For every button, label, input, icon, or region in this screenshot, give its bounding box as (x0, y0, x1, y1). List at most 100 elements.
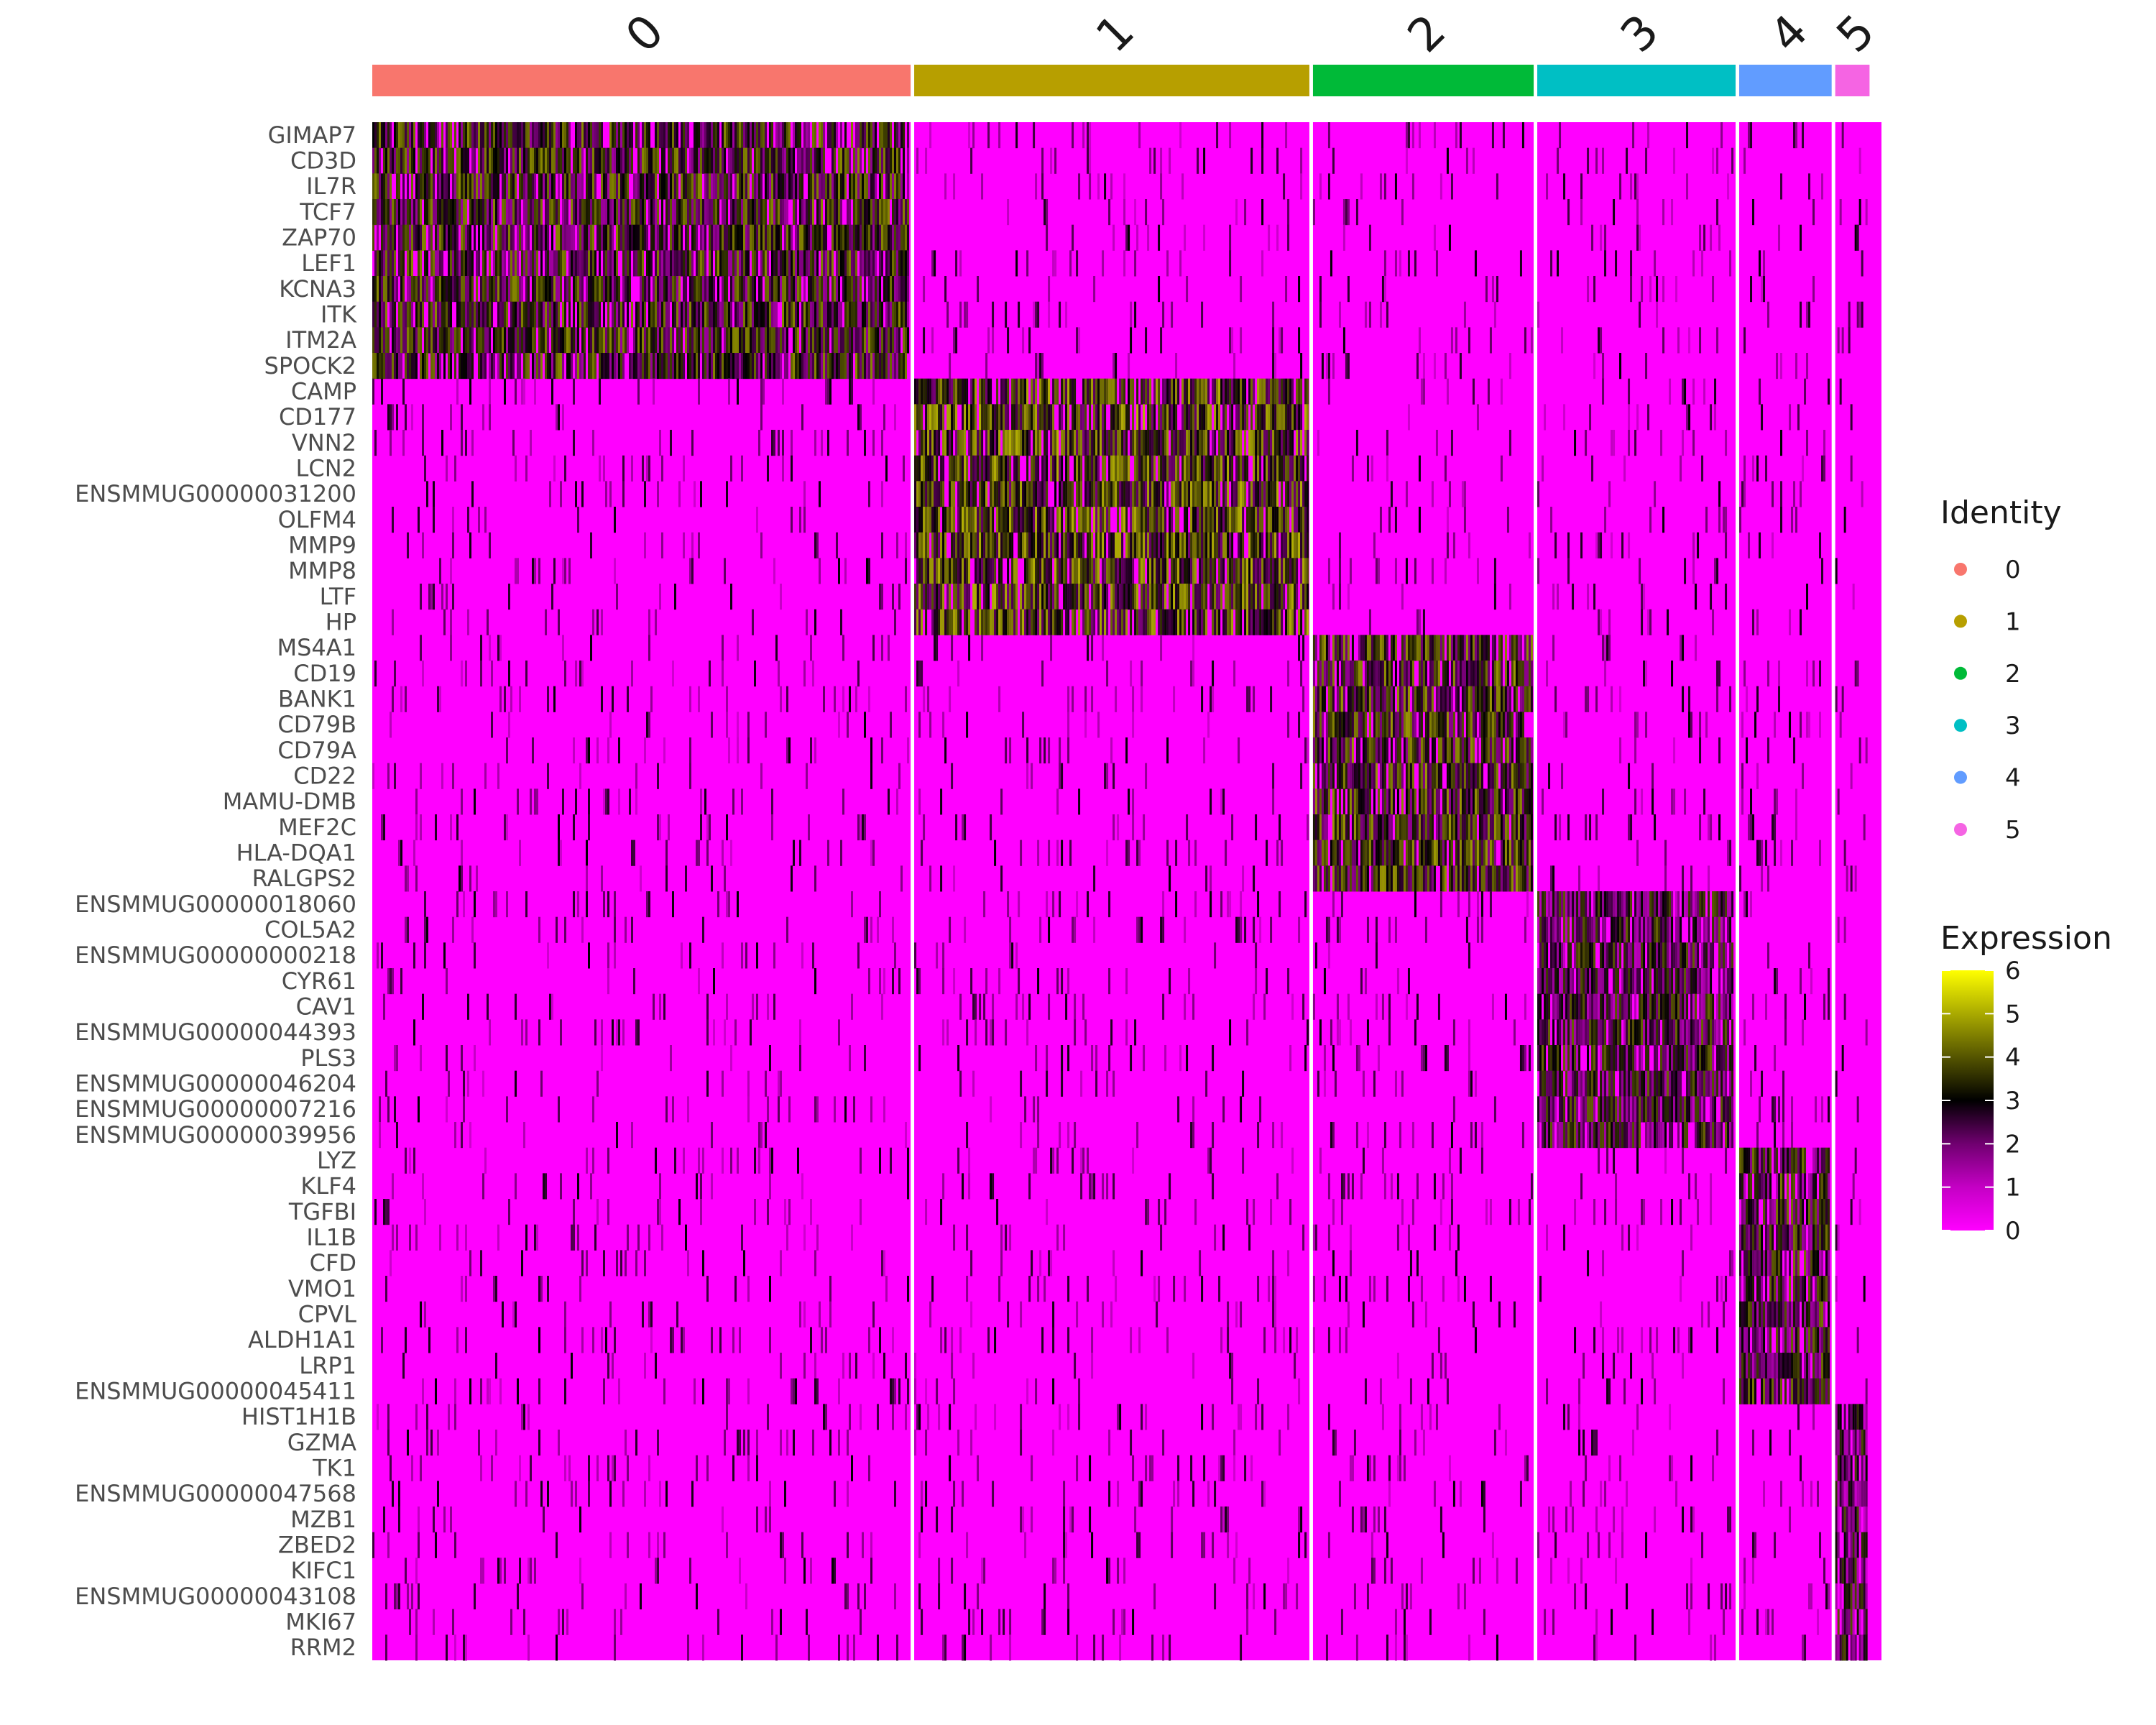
cluster-separator (1831, 122, 1835, 1660)
gene-label: LCN2 (296, 455, 356, 482)
gene-label: MMP9 (288, 532, 356, 559)
gene-label: ENSMMUG00000007216 (75, 1095, 356, 1123)
cluster-label-0: 0 (616, 5, 674, 63)
expression-tick-label: 4 (2005, 1044, 2021, 1072)
gene-label: PLS3 (300, 1044, 356, 1072)
cluster-cells-1 (914, 122, 1309, 1661)
gene-label: ZAP70 (282, 224, 356, 252)
cluster-bar-3 (1537, 65, 1736, 96)
gene-label: ENSMMUG00000046204 (75, 1070, 356, 1098)
identity-legend-label-5: 5 (2005, 816, 2021, 845)
cluster-label-3: 3 (1611, 5, 1669, 63)
gene-label: LTF (320, 583, 356, 610)
gene-label: CYR61 (282, 967, 356, 995)
gene-label: HIST1H1B (241, 1403, 356, 1430)
expression-tick-label: 2 (2005, 1130, 2021, 1159)
gene-label: CD79A (277, 737, 356, 764)
identity-legend-label-3: 3 (2005, 712, 2021, 740)
gene-label: TGFBI (288, 1198, 356, 1225)
gene-label: IL1B (306, 1224, 356, 1251)
gene-label: ENSMMUG00000044393 (75, 1018, 356, 1046)
identity-legend-key-4 (1954, 770, 1967, 784)
gene-label: GZMA (287, 1429, 356, 1456)
gene-label: LEF1 (301, 249, 356, 277)
cluster-cells-3 (1537, 122, 1734, 1661)
identity-legend-key-1 (1954, 615, 1967, 628)
cluster-cells-0 (372, 122, 909, 1661)
expression-tick-label: 6 (2005, 957, 2021, 985)
gene-label: ENSMMUG00000031200 (75, 480, 356, 507)
identity-legend-label-2: 2 (2005, 660, 2021, 689)
cluster-bar-2 (1312, 65, 1534, 96)
gene-label: KCNA3 (279, 275, 356, 303)
gene-label: ITM2A (285, 326, 356, 354)
gene-label: MEF2C (278, 814, 356, 841)
expression-tick-label: 5 (2005, 1000, 2021, 1029)
gene-label: HLA-DQA1 (236, 840, 356, 867)
heatmap-body (372, 122, 1881, 1661)
gene-label: CAV1 (296, 993, 356, 1021)
gene-label: VMO1 (288, 1275, 356, 1302)
cluster-bar-4 (1739, 65, 1832, 96)
gene-label: ENSMMUG00000000218 (75, 942, 356, 969)
gene-label: VNN2 (292, 429, 356, 456)
identity-legend-title: Identity (1940, 494, 2062, 531)
identity-legend-key-5 (1954, 823, 1967, 836)
gene-label: MMP8 (288, 557, 356, 584)
gene-label: TCF7 (299, 198, 356, 226)
gene-label: IL7R (306, 172, 356, 200)
gene-label: MAMU-DMB (223, 788, 356, 815)
gene-label: GIMAP7 (268, 121, 356, 149)
cluster-separator (1736, 122, 1740, 1660)
identity-legend-label-1: 1 (2005, 607, 2021, 636)
expression-tick-label: 1 (2005, 1174, 2021, 1202)
cluster-cells-5 (1835, 122, 1868, 1661)
gene-label: HP (326, 609, 356, 636)
identity-legend: Identity 0 1 2 3 4 5 (1940, 494, 2062, 845)
gene-label: ENSMMUG00000039956 (75, 1121, 356, 1149)
gene-label: RALGPS2 (252, 865, 356, 892)
expression-tick-label: 3 (2005, 1087, 2021, 1116)
gene-label: CD3D (290, 147, 356, 175)
gene-label: MS4A1 (277, 634, 356, 661)
gene-label: CD22 (293, 763, 356, 790)
gene-label: LRP1 (299, 1352, 356, 1379)
identity-legend-label-0: 0 (2005, 556, 2021, 584)
expression-tick-label: 0 (2005, 1217, 2021, 1246)
gene-label: CPVL (298, 1301, 357, 1328)
cluster-label-5: 5 (1827, 5, 1885, 63)
cluster-cells-2 (1312, 122, 1533, 1661)
gene-label: ENSMMUG00000043108 (75, 1583, 356, 1610)
cluster-separator (911, 122, 915, 1660)
gene-label: ENSMMUG00000045411 (75, 1378, 356, 1405)
cluster-label-4: 4 (1760, 5, 1818, 63)
gene-label: ENSMMUG00000018060 (75, 891, 356, 918)
gene-label: MKI67 (285, 1609, 356, 1636)
cluster-label-1: 1 (1087, 5, 1145, 63)
gene-label: CFD (310, 1249, 356, 1276)
cluster-bar-5 (1835, 65, 1870, 96)
cluster-color-bars (372, 65, 1870, 96)
gene-label: ITK (321, 301, 357, 328)
gene-label: OLFM4 (278, 506, 356, 533)
gene-label: RRM2 (290, 1634, 356, 1661)
gene-label: MZB1 (290, 1506, 356, 1533)
gene-label: CD79B (277, 711, 356, 738)
gene-labels: GIMAP7CD3DIL7RTCF7ZAP70LEF1KCNA3ITKITM2A… (75, 121, 357, 1661)
gene-label: ZBED2 (278, 1532, 356, 1559)
cluster-cells-4 (1739, 122, 1830, 1661)
gene-label: TK1 (312, 1455, 356, 1482)
cluster-bar-1 (914, 65, 1309, 96)
identity-legend-key-0 (1954, 563, 1967, 576)
cluster-bar-0 (372, 65, 911, 96)
cluster-separator (1534, 122, 1538, 1660)
gene-label: CAMP (291, 378, 356, 405)
gene-label: KIFC1 (290, 1557, 356, 1584)
identity-legend-key-3 (1954, 719, 1967, 732)
cluster-label-2: 2 (1398, 5, 1456, 63)
gene-label: CD19 (293, 660, 356, 687)
gene-label: KLF4 (300, 1172, 356, 1200)
expression-legend: Expression 0 1 2 3 4 5 6 (1940, 920, 2112, 1246)
